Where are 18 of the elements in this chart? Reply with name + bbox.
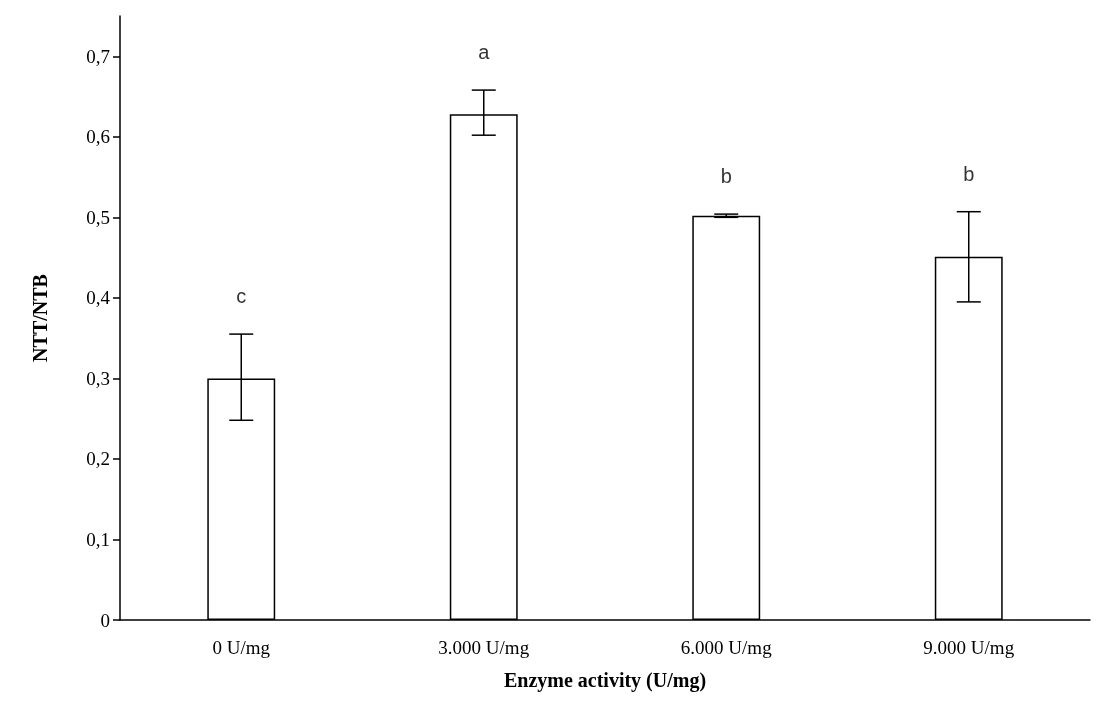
y-tick-label: 0,7 [86, 45, 110, 67]
annotation: b [963, 162, 975, 185]
x-tick-label: 3.000 U/mg [438, 637, 530, 658]
annotation: a [478, 41, 491, 64]
annotation: c [236, 285, 247, 308]
x-tick-label: 9.000 U/mg [923, 637, 1015, 658]
y-tick-label: 0,2 [86, 448, 110, 470]
y-tick-label: 0,1 [86, 528, 110, 550]
annotation: b [720, 165, 732, 188]
y-tick-label: 0,4 [86, 287, 111, 309]
y-tick-label: 0 [100, 609, 110, 631]
x-tick-label: 0 U/mg [212, 637, 271, 658]
x-tick-label: 6.000 U/mg [680, 637, 773, 658]
y-tick-label: 0,5 [86, 206, 110, 228]
y-tick-label: 0,6 [86, 126, 110, 148]
y-axis-title: NTT/NTB [29, 274, 51, 362]
x-axis-title: Enzyme activity (U/mg) [503, 669, 707, 692]
y-tick-label: 0,3 [86, 367, 110, 389]
